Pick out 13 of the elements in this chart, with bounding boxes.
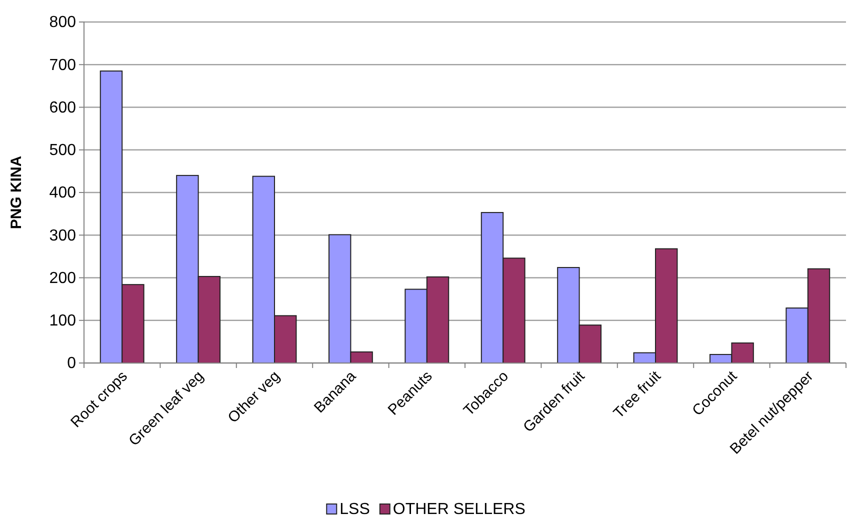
y-tick-label: 100: [49, 312, 76, 330]
x-tick-label: Tree fruit: [610, 367, 665, 422]
y-tick-label: 0: [67, 355, 76, 372]
y-tick-label: 200: [49, 270, 76, 287]
legend-label: OTHER SELLERS: [392, 501, 526, 518]
y-axis-title: PNG KINA: [8, 156, 25, 230]
y-tick-label: 400: [49, 184, 76, 202]
legend-label: LSS: [340, 501, 370, 518]
y-tick-label: 300: [49, 227, 76, 244]
y-tick-label: 800: [49, 14, 76, 32]
y-tick-label: 700: [49, 56, 76, 74]
y-tick-label: 600: [49, 99, 76, 116]
y-tick-label: 500: [49, 142, 76, 159]
